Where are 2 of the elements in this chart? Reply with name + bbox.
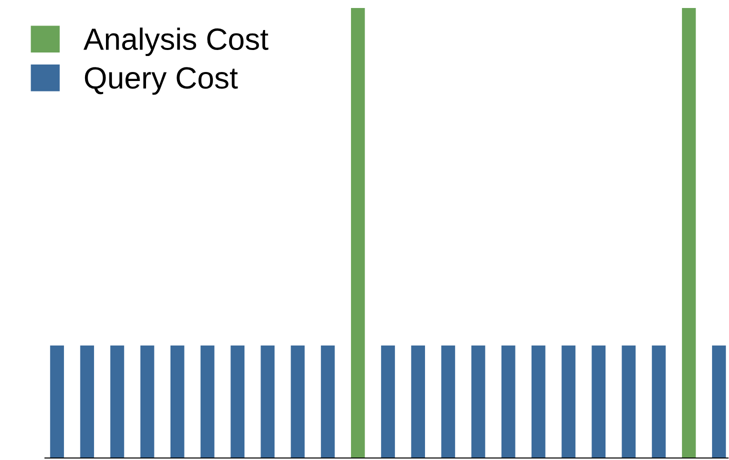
legend-label: Query Cost [84,67,238,95]
legend-label: Analysis Cost [84,28,268,56]
